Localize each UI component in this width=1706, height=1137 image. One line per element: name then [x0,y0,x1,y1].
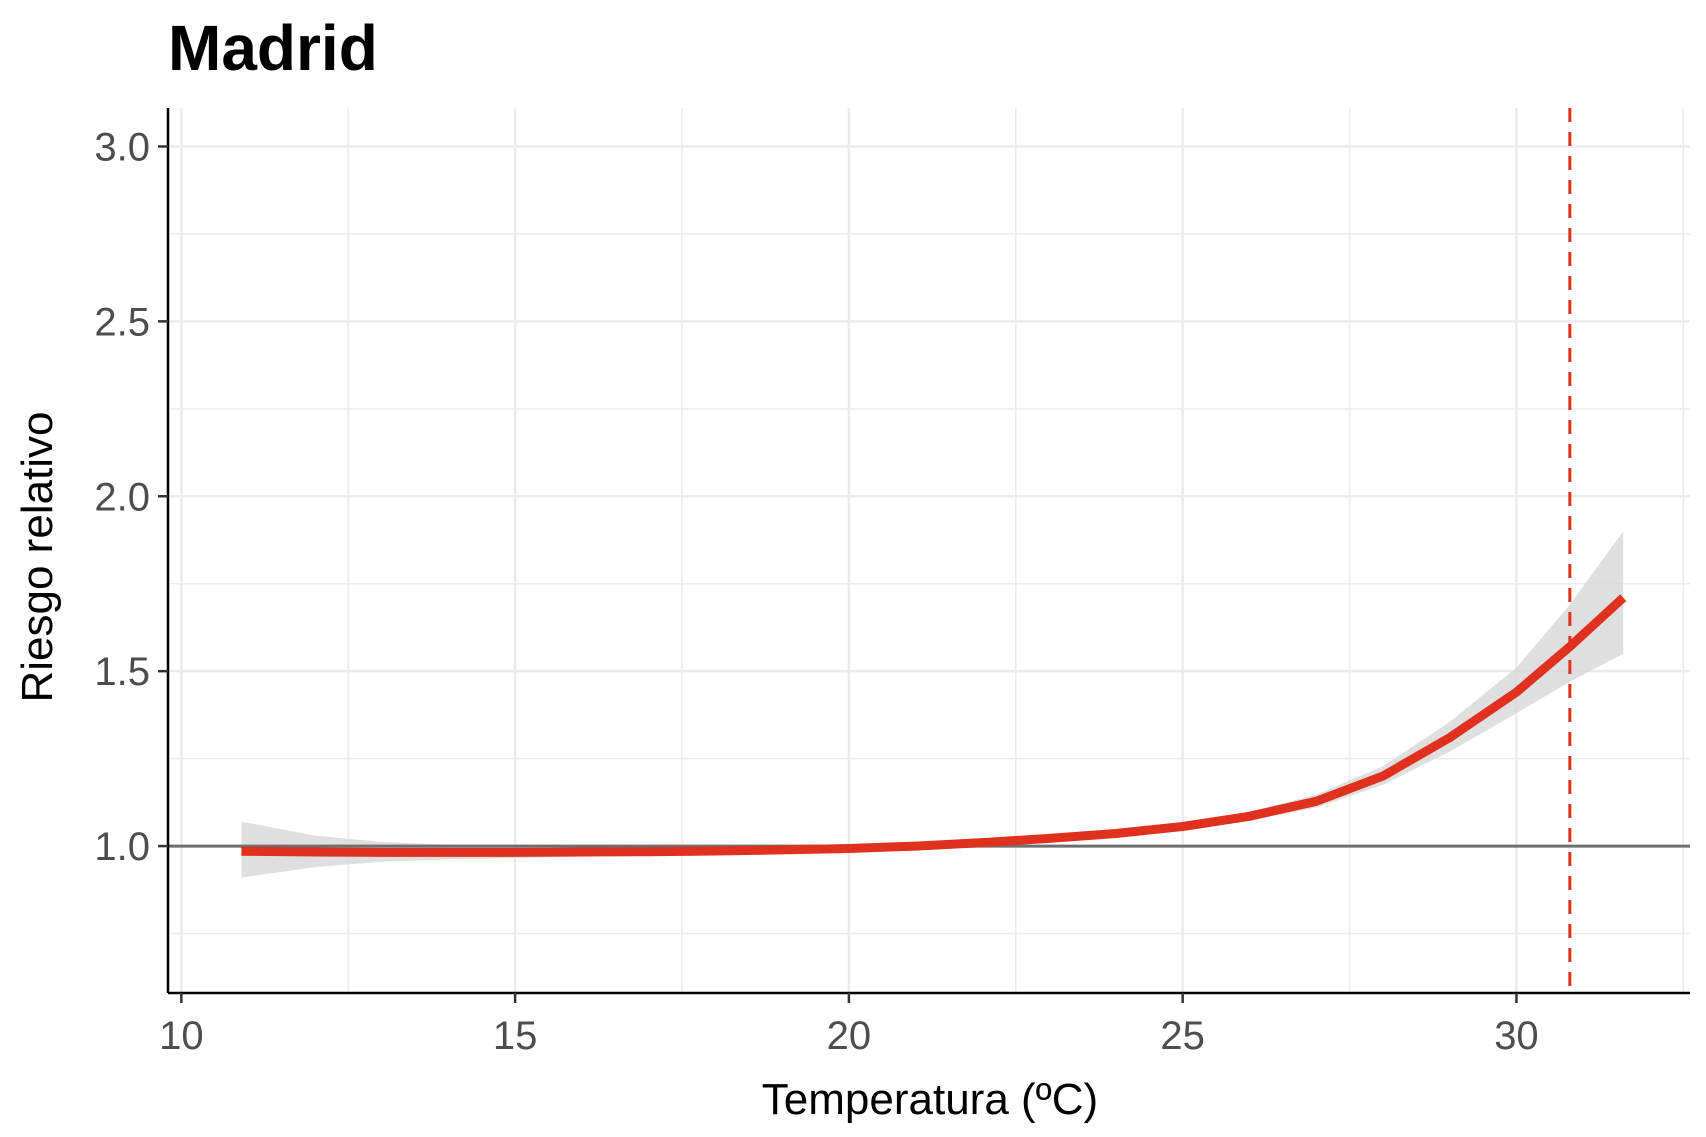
y-tick-label: 2.0 [94,475,150,519]
y-tick-label: 3.0 [94,125,150,169]
y-tick-label: 1.0 [94,825,150,869]
x-tick-label: 20 [827,1014,872,1058]
risk-curve [241,594,1627,857]
y-tick-label: 1.5 [94,650,150,694]
x-tick-label: 25 [1160,1014,1205,1058]
confidence-band [241,531,1624,878]
chart-title: Madrid [168,12,378,84]
y-axis-label: Riesgo relativo [13,411,62,702]
x-tick-label: 15 [493,1014,538,1058]
x-tick-label: 30 [1494,1014,1539,1058]
x-axis-label: Temperatura (ºC) [762,1075,1098,1124]
plot-area: 10 15 20 25 30 1.0 1.5 2.0 2.5 3.0 [94,108,1690,1058]
y-tick-label: 2.5 [94,300,150,344]
x-tick-label: 10 [159,1014,204,1058]
